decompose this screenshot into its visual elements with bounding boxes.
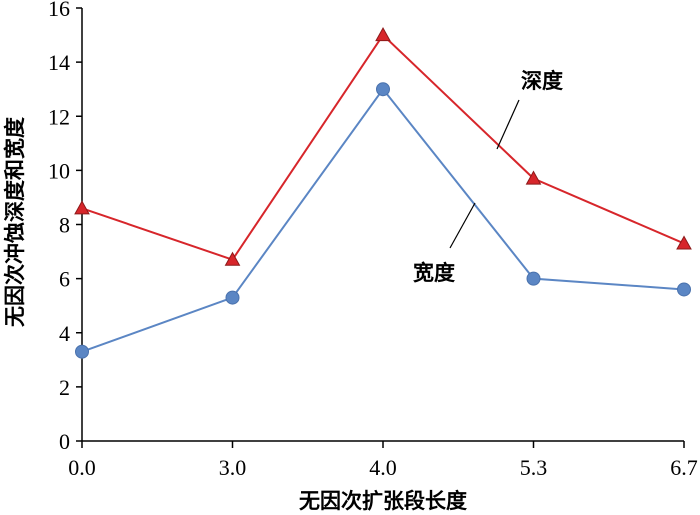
depth-series-label: 深度 — [521, 69, 563, 93]
depth-point — [224, 251, 241, 266]
y-tick-label: 12 — [48, 104, 70, 129]
y-tick-label: 4 — [59, 321, 70, 346]
depth-point — [375, 27, 391, 42]
width-point — [526, 271, 541, 286]
series-line-depth — [81, 33, 685, 261]
series-label-layer: 深度 宽度 — [413, 69, 563, 285]
axes — [81, 8, 684, 442]
width-leader-line — [449, 202, 476, 249]
width-series-label: 宽度 — [413, 261, 455, 285]
y-tick-label: 2 — [59, 375, 70, 400]
x-ticks: 0.0 3.0 4.0 5.3 6.7 — [68, 441, 698, 480]
x-tick-label: 6.7 — [670, 455, 698, 480]
y-ticks: 0 2 4 6 8 10 12 14 16 — [48, 0, 82, 454]
y-axis-title: 无因次冲蚀深度和宽度 — [3, 117, 27, 327]
x-tick-label: 0.0 — [68, 455, 96, 480]
y-tick-label: 6 — [59, 267, 70, 292]
depth-leader-line — [496, 99, 520, 150]
series-line-width — [81, 87, 685, 353]
y-tick-label: 10 — [48, 158, 70, 183]
width-point — [75, 344, 89, 359]
width-point — [677, 282, 691, 297]
y-tick-label: 0 — [59, 429, 70, 454]
y-tick-label: 16 — [48, 0, 70, 21]
depth-point — [676, 235, 692, 250]
y-tick-label: 8 — [59, 213, 70, 238]
x-tick-label: 4.0 — [369, 455, 397, 480]
x-tick-label: 3.0 — [219, 455, 247, 480]
series-layer — [74, 27, 692, 359]
y-tick-label: 14 — [48, 50, 70, 75]
x-tick-label: 5.3 — [520, 455, 548, 480]
depth-point — [74, 200, 90, 215]
width-point — [376, 82, 390, 97]
depth-point — [525, 170, 542, 185]
width-point — [225, 290, 240, 305]
x-axis-title: 无因次扩张段长度 — [299, 489, 467, 513]
